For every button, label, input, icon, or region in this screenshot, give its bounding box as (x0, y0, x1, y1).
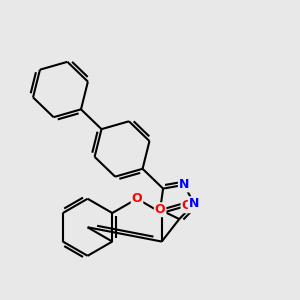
Text: N: N (189, 197, 199, 210)
Text: O: O (155, 203, 165, 216)
Text: N: N (179, 178, 189, 191)
Text: O: O (182, 199, 192, 212)
Text: O: O (132, 192, 142, 205)
